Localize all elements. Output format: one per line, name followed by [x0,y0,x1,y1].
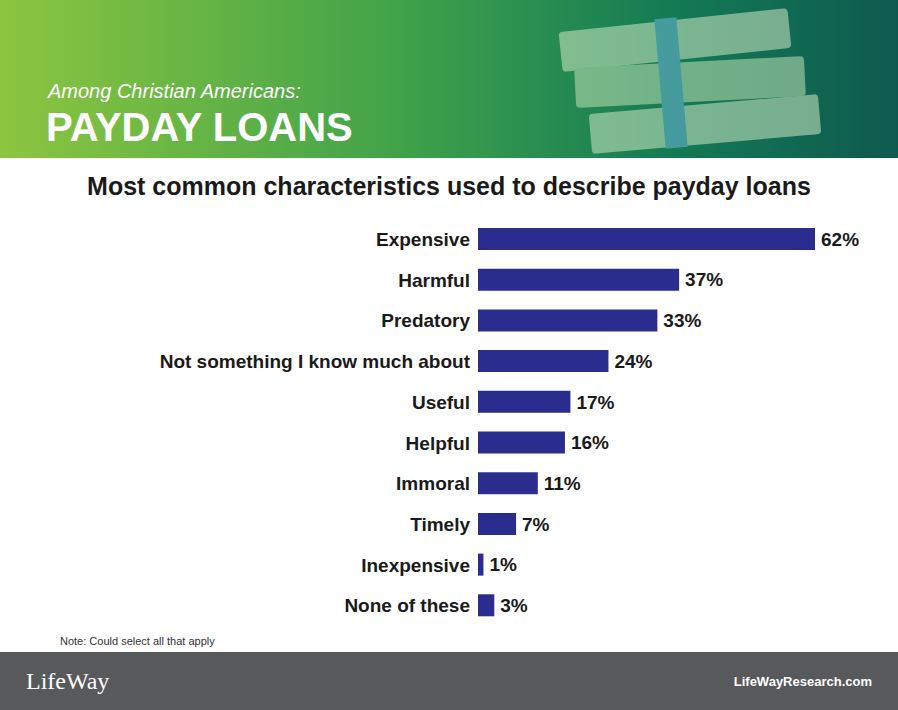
svg-text:7%: 7% [522,514,550,535]
html-text:Among Christian Americans:: Among Christian Americans: [48,80,301,102]
html-text:PAYDAY LOANS: PAYDAY LOANS [46,105,353,149]
svg-text:24%: 24% [614,351,652,372]
svg-text:Not something I know much abou: Not something I know much about [160,351,471,372]
svg-text:17%: 17% [576,392,614,413]
html-text:Note: Could select all that ap: Note: Could select all that apply [60,635,215,647]
svg-text:Immoral: Immoral [396,473,470,494]
svg-text:Timely: Timely [410,514,470,535]
svg-text:Predatory: Predatory [381,310,470,331]
svg-text:16%: 16% [571,432,609,453]
svg-text:62%: 62% [821,229,859,250]
svg-text:37%: 37% [685,269,723,290]
svg-text:None of these: None of these [344,595,470,616]
svg-text:1%: 1% [489,554,517,575]
svg-text:Harmful: Harmful [398,270,470,291]
html-text:LifeWayResearch.com: LifeWayResearch.com [733,673,872,689]
html-text:Most common characteristics us: Most common characteristics used to desc… [87,172,811,200]
svg-text:Helpful: Helpful [406,433,470,454]
html-text:LifeWay: LifeWay [26,667,110,694]
svg-text:3%: 3% [500,595,528,616]
svg-text:Expensive: Expensive [376,229,470,250]
svg-text:11%: 11% [544,473,581,494]
svg-text:Inexpensive: Inexpensive [361,555,470,576]
svg-text:Useful: Useful [412,392,470,413]
svg-text:33%: 33% [663,310,701,331]
